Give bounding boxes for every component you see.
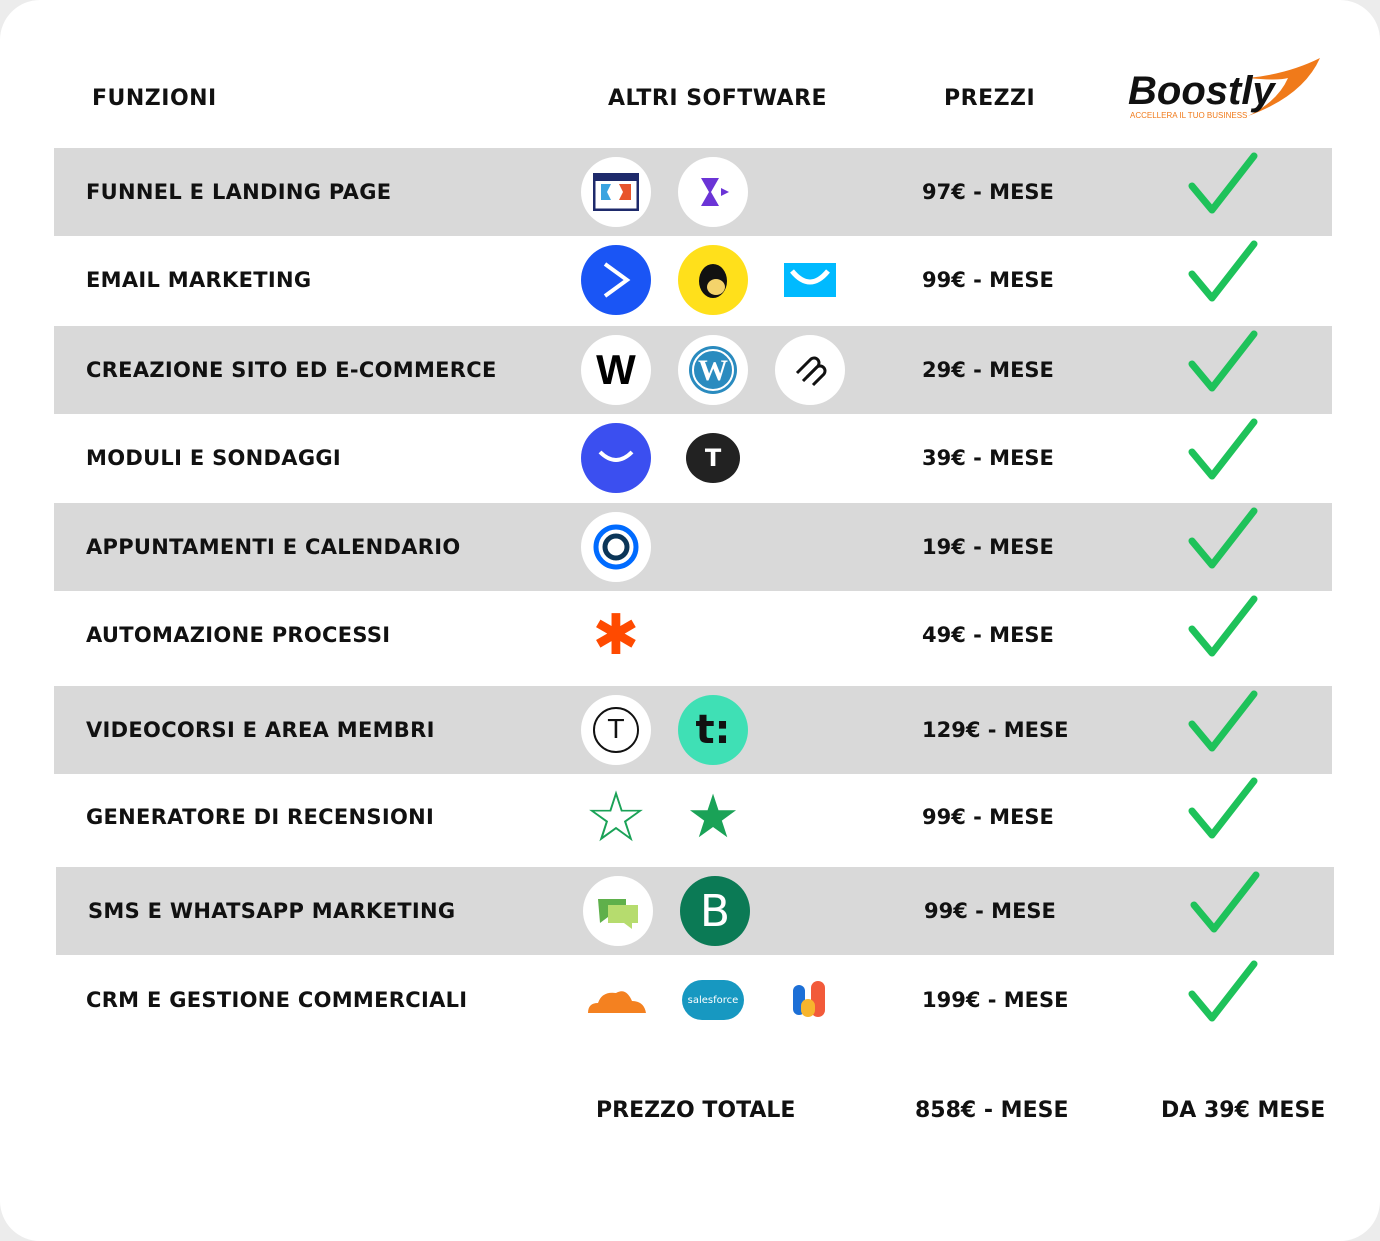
price: 99€ - MESE <box>922 268 1054 292</box>
price: 129€ - MESE <box>922 718 1069 742</box>
cloudflare-logo <box>581 965 651 1035</box>
brevo-logo: B <box>680 876 750 946</box>
function-name: APPUNTAMENTI E CALENDARIO <box>86 535 461 559</box>
check-icon <box>1188 690 1258 752</box>
function-name: SMS E WHATSAPP MARKETING <box>88 899 456 923</box>
check-icon <box>1188 418 1258 480</box>
customer-logo <box>775 965 845 1035</box>
price: 49€ - MESE <box>922 623 1054 647</box>
table-row: MODULI E SONDAGGI T 39€ - MESE <box>54 414 1332 502</box>
function-name: MODULI E SONDAGGI <box>86 446 342 470</box>
sms-chat-logo <box>583 876 653 946</box>
check-icon <box>1188 330 1258 392</box>
total-price: 858€ - MESE <box>915 1098 1069 1123</box>
check-icon <box>1190 871 1260 933</box>
total-label: PREZZO TOTALE <box>596 1098 796 1123</box>
function-name: FUNNEL E LANDING PAGE <box>86 180 392 204</box>
salesforce-logo: salesforce <box>678 965 748 1035</box>
svg-text:Boostly: Boostly <box>1128 69 1276 113</box>
wordpress-logo: W <box>678 335 748 405</box>
price: 199€ - MESE <box>922 988 1069 1012</box>
table-row: APPUNTAMENTI E CALENDARIO 19€ - MESE <box>54 503 1332 591</box>
function-name: CRM E GESTIONE COMMERCIALI <box>86 988 468 1012</box>
check-icon <box>1188 777 1258 839</box>
trustindex-logo: ☆ <box>584 782 648 852</box>
function-name: VIDEOCORSI E AREA MEMBRI <box>86 718 435 742</box>
kartra-logo <box>678 157 748 227</box>
mailchimp-logo <box>678 245 748 315</box>
check-icon <box>1188 240 1258 302</box>
function-name: GENERATORE DI RECENSIONI <box>86 805 435 829</box>
price: 97€ - MESE <box>922 180 1054 204</box>
price: 19€ - MESE <box>922 535 1054 559</box>
price: 29€ - MESE <box>922 358 1054 382</box>
activecampaign-logo <box>581 245 651 315</box>
svg-text:W: W <box>698 354 728 387</box>
wix-logo: W <box>581 335 651 405</box>
price: 99€ - MESE <box>922 805 1054 829</box>
header-functions: FUNZIONI <box>92 86 217 111</box>
check-icon <box>1188 152 1258 214</box>
table-row: AUTOMAZIONE PROCESSI ✱ 49€ - MESE <box>54 591 1332 679</box>
header-software: ALTRI SOFTWARE <box>608 86 828 111</box>
table-row: CREAZIONE SITO ED E-COMMERCE W W 29€ - MESE <box>54 326 1332 414</box>
price: 39€ - MESE <box>922 446 1054 470</box>
table-row: SMS E WHATSAPP MARKETING B 99€ - MESE <box>56 867 1334 955</box>
table-row: CRM E GESTIONE COMMERCIALI salesforce 199€… <box>54 956 1332 1044</box>
svg-text:ACCELLERA IL TUO BUSINESS: ACCELLERA IL TUO BUSINESS <box>1130 111 1247 120</box>
table-row: EMAIL MARKETING 99€ - MESE <box>54 236 1332 324</box>
clickfunnels-logo <box>581 157 651 227</box>
check-icon <box>1188 507 1258 569</box>
function-name: CREAZIONE SITO ED E-COMMERCE <box>86 358 497 382</box>
salesforce-text: salesforce <box>682 980 744 1020</box>
table-row: FUNNEL E LANDING PAGE 97€ - MESE <box>54 148 1332 236</box>
boostly-logo: Boostly ACCELLERA IL TUO BUSINESS <box>1128 58 1320 120</box>
header-prices: PREZZI <box>944 86 1036 111</box>
boostly-price: DA 39€ MESE <box>1161 1098 1326 1123</box>
function-name: AUTOMAZIONE PROCESSI <box>86 623 391 647</box>
typeform-logo <box>581 423 651 493</box>
teachable-logo: T <box>581 695 651 765</box>
price: 99€ - MESE <box>924 899 1056 923</box>
calendly-logo <box>581 512 651 582</box>
getresponse-logo <box>775 245 845 315</box>
check-icon <box>1188 595 1258 657</box>
zapier-logo: ✱ <box>592 602 640 668</box>
thinkific-logo: t: <box>678 695 748 765</box>
tally-logo: T <box>678 423 748 493</box>
check-icon <box>1188 960 1258 1022</box>
trustpilot-logo: ★ <box>686 782 740 852</box>
function-name: EMAIL MARKETING <box>86 268 312 292</box>
squarespace-logo <box>775 335 845 405</box>
table-row: GENERATORE DI RECENSIONI ☆ ★ 99€ - MESE <box>54 773 1332 861</box>
